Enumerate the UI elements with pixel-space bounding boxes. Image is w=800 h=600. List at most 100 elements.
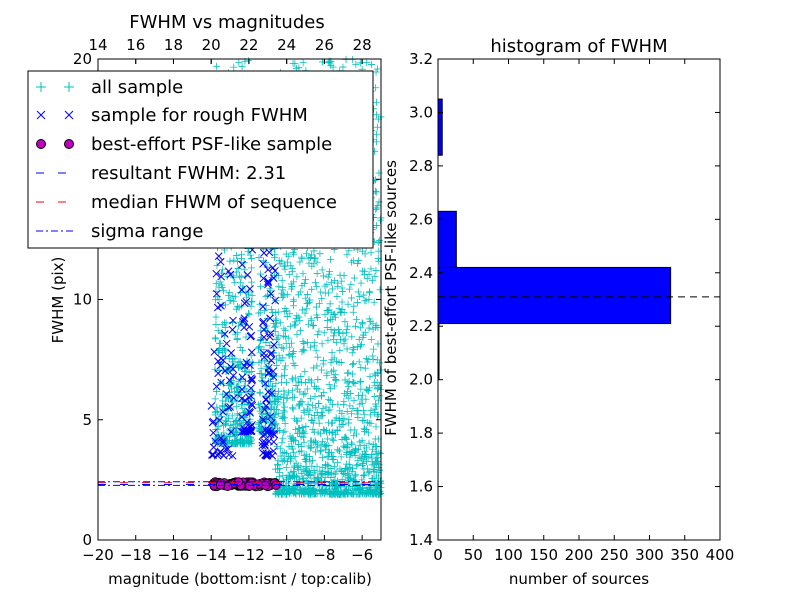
data-point (291, 453, 299, 461)
data-point (296, 288, 304, 296)
data-point (308, 262, 316, 270)
data-point (257, 283, 265, 291)
data-point (341, 434, 349, 442)
data-point (226, 257, 234, 265)
data-point (255, 344, 263, 352)
legend-marker-circle (36, 139, 74, 149)
data-point (281, 362, 289, 370)
data-point (280, 332, 288, 340)
data-point (357, 377, 365, 385)
data-point (353, 430, 361, 438)
y-tick-label: 20 (73, 50, 92, 68)
data-point (372, 267, 380, 275)
data-point (300, 407, 308, 415)
data-point (362, 297, 370, 305)
data-point (280, 387, 288, 395)
data-point (267, 356, 276, 365)
data-point (318, 266, 326, 274)
legend-entry: resultant FWHM: 2.31 (91, 163, 286, 184)
data-point (229, 316, 237, 325)
data-point (323, 453, 331, 461)
data-point (219, 407, 227, 416)
data-point (302, 250, 310, 258)
data-point (347, 488, 355, 496)
data-point (221, 345, 229, 353)
data-point (345, 477, 353, 485)
data-point (347, 439, 355, 447)
data-point (269, 274, 278, 282)
data-point (376, 478, 384, 486)
data-point (224, 382, 232, 390)
data-point (341, 318, 349, 326)
data-point (325, 442, 333, 450)
data-point (279, 434, 287, 442)
data-point (347, 280, 355, 288)
data-point (343, 407, 351, 415)
data-point (372, 98, 380, 106)
data-point (305, 410, 313, 418)
data-point (219, 439, 227, 447)
data-point (342, 434, 350, 442)
data-point (350, 484, 358, 492)
data-point (319, 470, 327, 478)
data-point (323, 280, 331, 288)
data-point (330, 462, 338, 470)
data-point (360, 417, 368, 425)
data-point (267, 389, 276, 397)
data-point (302, 464, 310, 472)
data-point (340, 397, 348, 405)
data-point (302, 378, 310, 386)
data-point (211, 408, 219, 416)
data-point (224, 414, 232, 422)
scatter-y-label: FWHM (pix) (49, 257, 67, 344)
data-point (319, 426, 327, 434)
data-point (281, 403, 289, 411)
data-point (356, 453, 364, 461)
data-point (358, 461, 366, 469)
data-point (223, 418, 231, 426)
data-point (296, 317, 304, 325)
data-point (280, 325, 288, 333)
data-point (374, 324, 382, 332)
data-point (236, 439, 244, 447)
data-point (237, 394, 246, 403)
data-point (282, 490, 290, 498)
data-point (345, 394, 353, 402)
data-point (344, 300, 352, 308)
data-point (362, 489, 370, 497)
data-point (222, 301, 230, 309)
data-point (274, 334, 282, 342)
data-point (315, 327, 323, 335)
data-point (360, 291, 368, 299)
data-point (364, 488, 372, 496)
data-point (300, 452, 308, 460)
data-point (286, 432, 294, 440)
data-point (329, 428, 337, 436)
data-point (372, 130, 380, 138)
data-point (228, 325, 237, 334)
data-point (288, 374, 296, 382)
data-point (245, 290, 253, 298)
data-point (336, 335, 344, 343)
data-point (373, 412, 381, 420)
data-point (365, 270, 373, 278)
data-point (336, 407, 344, 415)
data-point (345, 419, 353, 427)
data-point (279, 399, 287, 407)
data-point (280, 345, 288, 353)
data-point (355, 335, 363, 343)
data-point (289, 449, 297, 457)
data-point (239, 404, 247, 412)
data-point (333, 446, 341, 454)
data-point (359, 450, 367, 458)
data-point (305, 487, 313, 495)
data-point (212, 269, 221, 278)
data-point (359, 320, 367, 328)
data-point (366, 373, 374, 381)
data-point (299, 270, 307, 278)
data-point (367, 265, 375, 273)
data-point (279, 472, 287, 480)
data-point (360, 267, 368, 275)
data-point (351, 472, 359, 480)
data-point (237, 286, 246, 294)
